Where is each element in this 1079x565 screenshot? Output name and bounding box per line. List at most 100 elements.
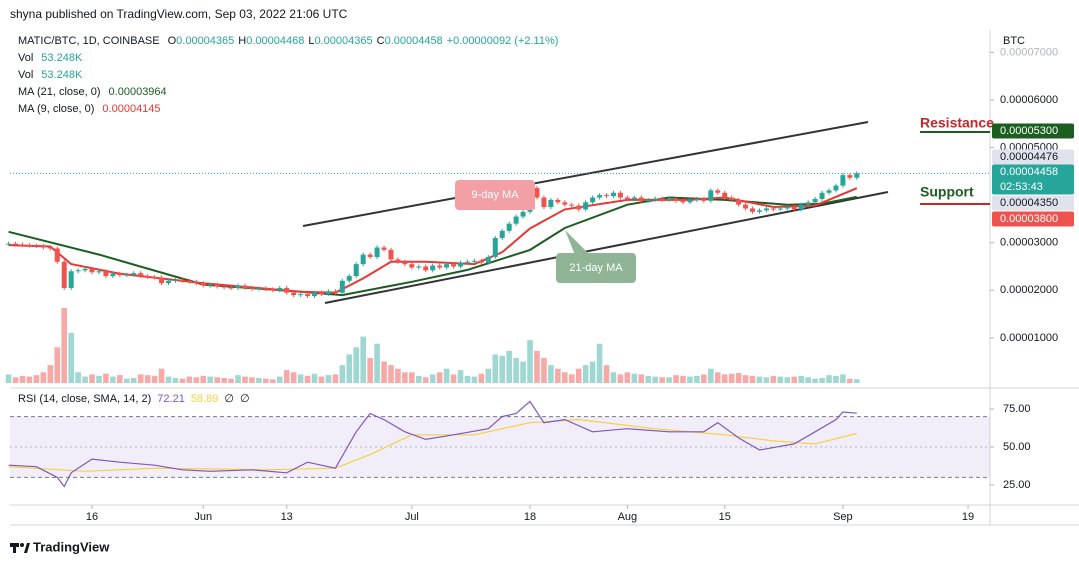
volume-bar bbox=[290, 372, 297, 383]
price-label: 0.00004350 bbox=[1000, 197, 1058, 209]
candle bbox=[499, 230, 505, 238]
candle bbox=[346, 276, 352, 281]
volume-bar bbox=[603, 365, 610, 383]
candle bbox=[395, 259, 401, 262]
volume-bar bbox=[673, 375, 679, 383]
volume-bar bbox=[353, 347, 360, 383]
volume-bar bbox=[360, 336, 366, 383]
candle bbox=[624, 197, 630, 199]
volume-bar bbox=[123, 378, 130, 383]
candle bbox=[520, 211, 526, 217]
volume-bar bbox=[582, 365, 589, 383]
candle bbox=[673, 198, 679, 201]
volume-bar bbox=[596, 343, 603, 383]
volume-bar bbox=[708, 368, 714, 383]
candle bbox=[492, 237, 498, 258]
candle bbox=[124, 274, 130, 276]
volume-bar bbox=[701, 374, 707, 383]
volume-bar bbox=[96, 375, 102, 383]
volume-bar bbox=[415, 375, 422, 383]
price-label-box bbox=[992, 164, 1074, 195]
volume-bar bbox=[443, 368, 450, 383]
volume-bar bbox=[158, 368, 165, 383]
logo bbox=[10, 543, 30, 553]
volume-bar bbox=[151, 375, 158, 383]
volume-bar bbox=[318, 376, 325, 383]
candle bbox=[826, 190, 832, 193]
volume-bar bbox=[339, 365, 346, 383]
rsi-legend-value: ∅ bbox=[224, 393, 234, 405]
x-tick-label: 19 bbox=[962, 511, 974, 523]
volume-bar bbox=[325, 375, 332, 383]
candle bbox=[284, 287, 290, 293]
x-tick-label: Aug bbox=[618, 511, 638, 523]
volume-bar bbox=[54, 347, 61, 383]
volume-bar bbox=[269, 379, 276, 383]
volume-bar bbox=[499, 355, 506, 383]
candle bbox=[722, 192, 728, 198]
candle bbox=[680, 200, 686, 203]
legend-value: 0.00003964 bbox=[109, 86, 167, 98]
volume-bar bbox=[395, 368, 401, 383]
candle bbox=[61, 261, 67, 288]
candle bbox=[214, 284, 220, 287]
candle bbox=[506, 223, 512, 231]
volume-bar bbox=[450, 374, 457, 383]
volume-bar bbox=[144, 375, 151, 383]
candle bbox=[305, 294, 311, 297]
volume-bar bbox=[242, 376, 248, 383]
candle bbox=[89, 268, 95, 273]
candle bbox=[138, 273, 144, 277]
volume-bar bbox=[464, 375, 471, 383]
volume-bar bbox=[89, 374, 95, 383]
volume-bar bbox=[568, 374, 575, 383]
candle bbox=[423, 266, 429, 271]
volume-bar bbox=[172, 378, 179, 383]
volume-bar bbox=[534, 350, 540, 383]
candle bbox=[47, 247, 53, 249]
candle bbox=[840, 175, 846, 186]
volume-bar bbox=[561, 372, 568, 383]
candle bbox=[353, 264, 359, 277]
volume-bar bbox=[137, 374, 144, 383]
candle bbox=[805, 202, 811, 205]
candle bbox=[193, 281, 199, 284]
rsi-line bbox=[8, 418, 857, 472]
candle bbox=[388, 249, 394, 260]
trend-line bbox=[302, 121, 869, 227]
volume-bar bbox=[555, 368, 561, 383]
candle bbox=[458, 262, 464, 267]
volume-bar bbox=[798, 375, 804, 383]
volume-bar bbox=[735, 373, 742, 383]
volume-bar bbox=[304, 375, 311, 383]
candle bbox=[26, 245, 32, 247]
legend-name: Vol bbox=[18, 69, 33, 81]
candle bbox=[750, 208, 756, 212]
volume-bar bbox=[638, 374, 645, 383]
candle bbox=[103, 271, 109, 277]
candle bbox=[367, 254, 373, 258]
volume-bar bbox=[40, 372, 47, 383]
volume-bar bbox=[193, 377, 200, 383]
rsi-legend-name: RSI (14, close, SMA, 14, 2) bbox=[18, 393, 151, 405]
volume-bar bbox=[770, 375, 777, 383]
volume-bar bbox=[130, 378, 137, 383]
candle bbox=[159, 277, 165, 284]
volume-bar bbox=[436, 372, 443, 383]
volume-bar bbox=[12, 377, 19, 383]
price-label: 0.00004476 bbox=[1000, 151, 1058, 163]
volume-bar bbox=[589, 361, 596, 383]
candle bbox=[847, 175, 853, 178]
candle bbox=[221, 286, 227, 288]
volume-bar bbox=[381, 361, 387, 383]
volume-bar bbox=[179, 378, 186, 383]
volume-bar bbox=[263, 378, 269, 383]
volume-bar bbox=[812, 378, 818, 383]
candle bbox=[471, 260, 477, 262]
candle bbox=[715, 190, 721, 193]
volume-bar bbox=[492, 354, 499, 383]
candle bbox=[777, 208, 783, 210]
x-tick-label: Jun bbox=[194, 511, 212, 523]
volume-bar bbox=[631, 373, 638, 383]
volume-bar bbox=[367, 358, 373, 383]
